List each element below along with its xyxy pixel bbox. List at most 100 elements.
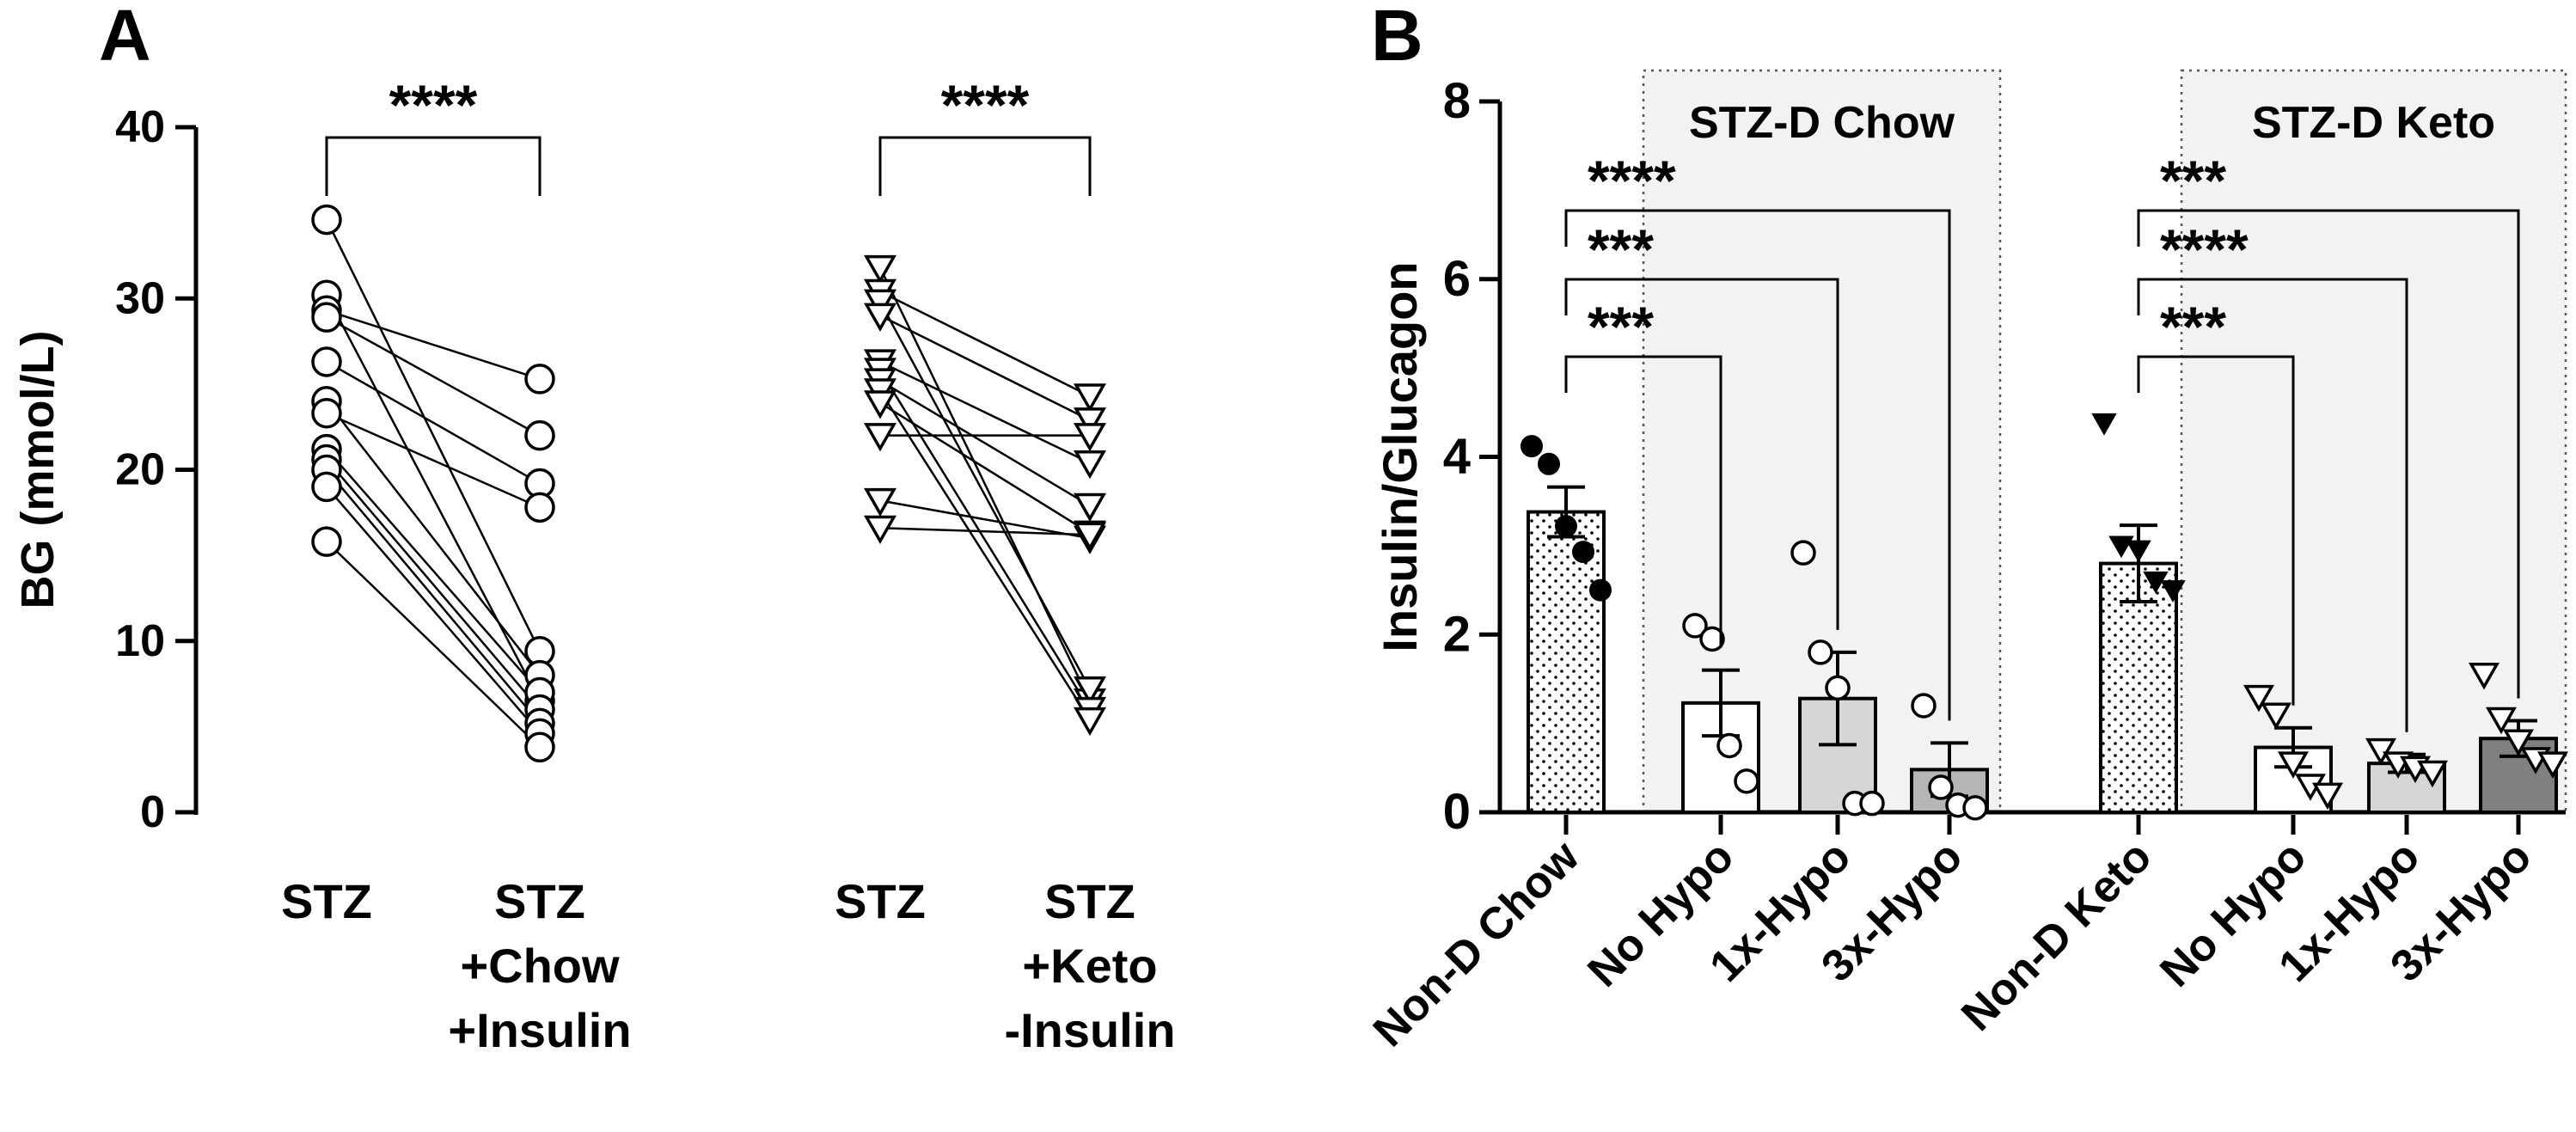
x-category-label: -Insulin [1004, 1003, 1175, 1057]
y-tick-label: 2 [1443, 606, 1471, 662]
pair-group-keto: **** STZ STZ +Keto -Insulin [835, 73, 1175, 1057]
comparison-bracket [2137, 209, 2520, 699]
data-point [1073, 407, 1107, 437]
comparison-bracket [1564, 278, 1839, 630]
data-point [1073, 450, 1107, 480]
bar [1527, 510, 1606, 815]
data-point [2311, 782, 2344, 811]
pair-line [326, 448, 541, 694]
data-point [863, 254, 897, 285]
data-point [2485, 707, 2518, 735]
data-point [2160, 580, 2186, 603]
data-point [1073, 383, 1107, 413]
pair-line [326, 412, 541, 509]
data-point [863, 487, 897, 517]
x-category-label: Non-D Keto [1952, 831, 2161, 1040]
pair-line [326, 360, 541, 485]
data-point [2126, 540, 2151, 563]
pair-line [879, 360, 1091, 464]
y-tick-label: 0 [1443, 784, 1471, 840]
data-point [311, 302, 342, 333]
data-point [311, 397, 342, 429]
pair-line [879, 379, 1091, 507]
comparison-label: **** [2160, 217, 2249, 281]
data-point [863, 289, 897, 318]
data-point [863, 303, 897, 332]
pair-line [325, 294, 542, 702]
comparison-bracket [1564, 355, 1722, 648]
y-axis-title: BG (mmol/L) [12, 331, 64, 609]
data-point [1808, 639, 1833, 665]
data-point [2243, 684, 2275, 713]
data-point [1911, 693, 1937, 719]
data-point [2260, 702, 2292, 731]
data-point [1962, 795, 1988, 821]
panel-label-b: B [1371, 0, 1423, 76]
pair-line [879, 315, 1091, 421]
data-point [1073, 423, 1107, 452]
data-point [2091, 413, 2117, 436]
pair-line [325, 219, 542, 652]
data-point [863, 390, 897, 419]
data-point [1734, 768, 1759, 794]
data-point [1859, 790, 1885, 817]
pair-line [326, 468, 541, 725]
panel-label-a: A [99, 0, 151, 76]
pair-line [326, 309, 541, 381]
data-point [1825, 675, 1851, 701]
x-category-label: STZ [1044, 874, 1135, 928]
data-point [1699, 626, 1725, 652]
data-point [311, 526, 342, 557]
panel-b: STZ-D Chow STZ-D Keto 0 2 4 6 8 Insulin/Glucago… [1364, 69, 2569, 1056]
pair-line [878, 266, 1092, 702]
data-point [1073, 707, 1107, 737]
x-category-label: STZ [281, 874, 372, 928]
comparison-bracket [2137, 355, 2295, 706]
y-tick-label: 40 [115, 102, 165, 152]
pair-line [879, 401, 1091, 535]
comparison-label: *** [2160, 295, 2226, 358]
data-point [1538, 452, 1560, 475]
data-point [524, 364, 555, 395]
data-point [1790, 540, 1816, 566]
data-point [1589, 578, 1612, 602]
pair-line [326, 458, 541, 711]
y-tick-label: 20 [115, 445, 165, 495]
pair-line [879, 499, 1091, 540]
y-tick-label: 8 [1443, 73, 1471, 129]
x-category-label: Non-D Chow [1364, 831, 1589, 1056]
region-label: STZ-D Keto [2252, 98, 2495, 148]
significance-bracket [325, 136, 542, 196]
x-category-label: +Chow [460, 939, 620, 993]
pair-line [878, 390, 1092, 721]
comparison-bracket [1564, 209, 1951, 721]
comparison-bracket [2137, 278, 2408, 732]
significance-label: **** [389, 73, 478, 137]
comparison-label: *** [2160, 149, 2226, 212]
y-axis-title: Insulin/Glucagon [1373, 261, 1427, 652]
x-category-label: +Insulin [448, 1003, 631, 1057]
y-tick-label: 30 [115, 273, 165, 323]
pair-line [879, 291, 1091, 397]
data-point [1073, 522, 1107, 551]
data-point [2365, 737, 2397, 766]
pair-line [878, 301, 1092, 690]
data-point [2536, 751, 2569, 779]
data-point [863, 423, 897, 452]
pair-line [879, 526, 1091, 536]
data-point [2502, 729, 2535, 757]
comparison-label: *** [1588, 295, 1654, 358]
data-point [1555, 515, 1577, 538]
data-point [311, 471, 342, 503]
pair-line [326, 401, 541, 676]
x-category-label: STZ [494, 874, 585, 928]
y-tick-label: 10 [115, 616, 165, 666]
data-point [1073, 676, 1107, 706]
significance-bracket [878, 136, 1092, 196]
data-point [2277, 751, 2310, 779]
data-point [1928, 774, 1954, 800]
x-category-label: +Keto [1022, 939, 1157, 993]
shaded-region [1642, 69, 2002, 814]
y-tick-label: 6 [1443, 251, 1471, 307]
